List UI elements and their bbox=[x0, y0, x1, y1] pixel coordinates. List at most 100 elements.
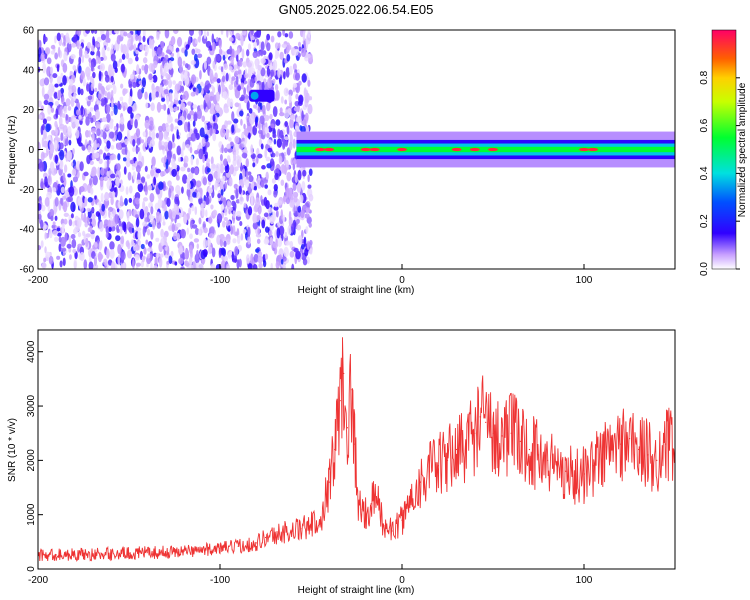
spectrogram-noise-cell bbox=[252, 162, 256, 168]
spectrogram-noise-cell bbox=[223, 240, 227, 248]
spectrogram-noise-cell bbox=[211, 247, 216, 258]
spectrogram-noise-cell bbox=[306, 256, 310, 265]
spectrogram-noise-cell bbox=[71, 42, 77, 48]
spectrogram-noise-cell bbox=[123, 221, 127, 233]
spectrogram-noise-cell bbox=[184, 49, 188, 57]
spectrogram-noise-cell bbox=[55, 108, 59, 119]
spectrogram-noise-cell bbox=[38, 213, 42, 220]
spectrogram-noise-cell bbox=[121, 251, 126, 261]
spectrogram-noise-cell bbox=[209, 226, 215, 236]
spectrogram-noise-cell bbox=[54, 35, 57, 44]
snr-data-point bbox=[479, 416, 481, 418]
spectrogram-noise-cell bbox=[109, 220, 114, 228]
spectrogram-chart: -200 -100 0 100 60 40 20 0 -20 -40 -60 Height of … bbox=[7, 26, 676, 296]
spectrogram-noise-cell bbox=[50, 215, 54, 222]
spectrogram-noise-cell bbox=[203, 252, 208, 258]
spectrogram-noise-cell bbox=[88, 140, 92, 146]
spectrogram-noise-cell bbox=[90, 117, 94, 124]
spectrogram-noise-cell bbox=[148, 124, 154, 131]
snr-data-point bbox=[556, 465, 558, 467]
spectrogram-noise-cell bbox=[284, 136, 289, 141]
spectrogram-noise-cell bbox=[244, 68, 248, 75]
spectrogram-noise-cell bbox=[243, 87, 247, 96]
spectrogram-noise-cell bbox=[272, 133, 277, 139]
spectrogram-noise-cell bbox=[164, 155, 167, 163]
spectrogram-noise-cell bbox=[241, 48, 245, 59]
spectrogram-noise-cell bbox=[220, 127, 226, 138]
snr-data-point bbox=[419, 481, 421, 483]
spectrogram-noise-cell bbox=[226, 120, 232, 125]
spectrogram-noise-cell bbox=[103, 176, 109, 181]
spectrogram-noise-cell bbox=[255, 58, 258, 70]
spectrogram-noise-cell bbox=[94, 87, 98, 93]
spectrogram-noise-cell bbox=[113, 44, 117, 51]
spectrogram-noise-cell bbox=[274, 202, 279, 208]
spectrogram-noise-cell bbox=[301, 73, 307, 83]
spectrogram-noise-cell bbox=[216, 36, 219, 42]
spectrogram-noise-cell bbox=[96, 100, 102, 105]
spectrogram-noise-cell bbox=[159, 84, 163, 94]
spectrogram-noise-cell bbox=[126, 43, 129, 54]
spectrogram-noise-cell bbox=[187, 167, 191, 173]
spectrogram-noise-cell bbox=[85, 233, 91, 238]
spectrogram-noise-cell bbox=[198, 148, 204, 160]
spectrogram-noise-cell bbox=[70, 213, 74, 219]
spectrogram-noise-cell bbox=[77, 243, 83, 248]
spectrogram-noise-cell bbox=[84, 221, 88, 228]
spectrogram-noise-cell bbox=[258, 262, 263, 269]
spectrogram-noise-cell bbox=[209, 68, 214, 80]
spectrogram-y-tick-label: -40 bbox=[20, 225, 35, 236]
spectrogram-noise-cell bbox=[54, 52, 59, 60]
snr-x-ticks: -200 -100 0 100 bbox=[28, 564, 593, 586]
spectrogram-noise-cell bbox=[178, 257, 184, 265]
spectrogram-noise-cell bbox=[134, 254, 140, 261]
spectrogram-noise-cell bbox=[221, 236, 227, 242]
spectrogram-noise-cell bbox=[62, 257, 66, 267]
spectrogram-noise-cell bbox=[240, 35, 244, 47]
spectrogram-noise-cell bbox=[56, 76, 62, 85]
spectrogram-noise-cell bbox=[301, 180, 306, 191]
spectrogram-noise-cell bbox=[306, 240, 310, 251]
spectrogram-noise-cell bbox=[164, 30, 170, 39]
spectrogram-noise-cell bbox=[41, 137, 45, 148]
spectrogram-noise-cell bbox=[92, 36, 95, 47]
spectrogram-noise-cell bbox=[105, 248, 110, 259]
spectrogram-noise-cell bbox=[103, 258, 108, 266]
spectrogram-noise-cell bbox=[98, 241, 103, 251]
spectrogram-noise-cell bbox=[282, 139, 286, 149]
spectrogram-noise-cell bbox=[264, 253, 269, 260]
spectrogram-noise-cell bbox=[48, 255, 54, 265]
spectrogram-noise-cell bbox=[174, 196, 180, 205]
spectrogram-noise-cell bbox=[170, 123, 174, 132]
spectrogram-noise-cell bbox=[187, 121, 191, 133]
spectrogram-noise-cell bbox=[302, 258, 308, 266]
spectrogram-noise-cell bbox=[250, 195, 254, 207]
spectrogram-noise-cell bbox=[61, 223, 65, 229]
spectrogram-noise-cell bbox=[189, 233, 193, 240]
spectrogram-noise-cell bbox=[228, 201, 232, 207]
spectrogram-noise-cell bbox=[258, 81, 263, 91]
spectrogram-noise-cell bbox=[253, 253, 259, 263]
spectrogram-noise-cell bbox=[264, 148, 268, 159]
spectrogram-noise-cell bbox=[292, 182, 297, 191]
spectrogram-noise-cell bbox=[86, 72, 91, 81]
spectrogram-noise-cell bbox=[181, 94, 186, 99]
spectrogram-noise-cell bbox=[202, 176, 208, 186]
spectrogram-noise-cell bbox=[264, 122, 268, 129]
spectrogram-noise-cell bbox=[194, 39, 198, 44]
spectrogram-noise-cell bbox=[227, 73, 231, 82]
spectrogram-noise-cell bbox=[158, 257, 163, 268]
spectrogram-noise-cell bbox=[206, 31, 210, 37]
spectrogram-noise-cell bbox=[227, 155, 231, 161]
spectrogram-noise-cell bbox=[141, 255, 146, 261]
spectrogram-noise-cell bbox=[121, 53, 126, 60]
spectrogram-noise-cell bbox=[292, 83, 298, 88]
spectrogram-noise-cell bbox=[144, 51, 148, 57]
spectrogram-noise-cell bbox=[161, 123, 167, 133]
spectrogram-noise-cell bbox=[247, 43, 251, 51]
spectrogram-noise-cell bbox=[238, 143, 244, 150]
spectrogram-noise-cell bbox=[141, 139, 145, 144]
spectrogram-noise-cell bbox=[235, 149, 239, 156]
spectrogram-noise-cell bbox=[203, 227, 208, 234]
spectrogram-noise-cell bbox=[188, 244, 193, 254]
